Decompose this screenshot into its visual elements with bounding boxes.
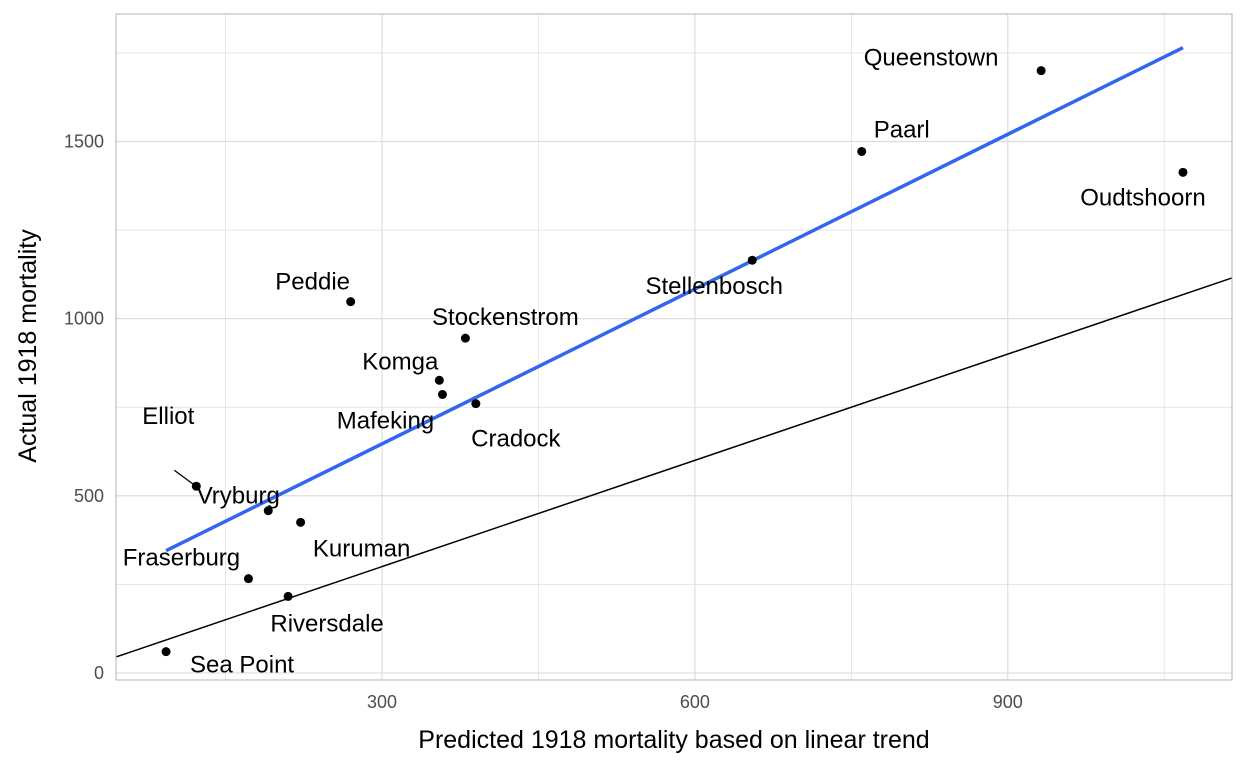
point-label: Paarl xyxy=(874,116,930,143)
x-axis-title: Predicted 1918 mortality based on linear… xyxy=(418,726,929,754)
data-point xyxy=(161,647,171,657)
data-point xyxy=(747,255,757,265)
point-label: Vryburg xyxy=(197,483,280,510)
panel-border xyxy=(115,13,1233,681)
y-tick-label: 0 xyxy=(94,663,104,683)
data-point xyxy=(857,146,867,156)
y-axis-title: Actual 1918 mortality xyxy=(14,229,42,463)
point-label: Fraserburg xyxy=(123,545,240,572)
x-tick-label: 900 xyxy=(993,692,1023,712)
y-tick-label: 1500 xyxy=(64,132,104,152)
point-label: Elliot xyxy=(142,403,194,430)
point-label: Sea Point xyxy=(190,652,294,679)
reference-line xyxy=(115,277,1233,658)
data-point xyxy=(471,399,481,409)
point-label: Cradock xyxy=(471,426,561,453)
point-label: Oudtshoorn xyxy=(1080,184,1205,211)
trend-line xyxy=(165,46,1184,553)
data-points xyxy=(161,66,1188,657)
point-label: Peddie xyxy=(275,269,350,296)
data-point xyxy=(296,517,306,527)
data-point xyxy=(434,375,444,385)
x-tick-label: 300 xyxy=(367,692,397,712)
trend-line-group xyxy=(165,46,1184,553)
point-label: Komga xyxy=(362,348,439,375)
x-tick-label: 600 xyxy=(680,692,710,712)
data-point xyxy=(263,506,273,516)
reference-line-group xyxy=(115,277,1233,658)
data-point xyxy=(437,389,447,399)
data-point xyxy=(460,333,470,343)
data-point xyxy=(1036,66,1046,76)
data-point xyxy=(191,481,201,491)
data-point xyxy=(346,297,356,307)
point-label: Queenstown xyxy=(864,45,999,72)
data-point xyxy=(243,574,253,584)
grid-lines xyxy=(116,14,1232,680)
point-label: Kuruman xyxy=(313,535,410,562)
data-point xyxy=(283,591,293,601)
y-tick-label: 1000 xyxy=(64,309,104,329)
point-label: Stellenbosch xyxy=(646,273,783,300)
point-label: Riversdale xyxy=(270,610,383,637)
point-label: Stockenstrom xyxy=(432,304,579,331)
data-point xyxy=(1178,167,1188,177)
label-leader-line xyxy=(173,469,194,485)
point-label: Mafeking xyxy=(337,407,434,434)
y-tick-label: 500 xyxy=(74,486,104,506)
tick-labels: 300 600 900 0 500 1000 1500 xyxy=(64,132,1023,712)
point-labels: Queenstown Paarl Oudtshoorn Stellenbosch Ped… xyxy=(123,45,1206,679)
